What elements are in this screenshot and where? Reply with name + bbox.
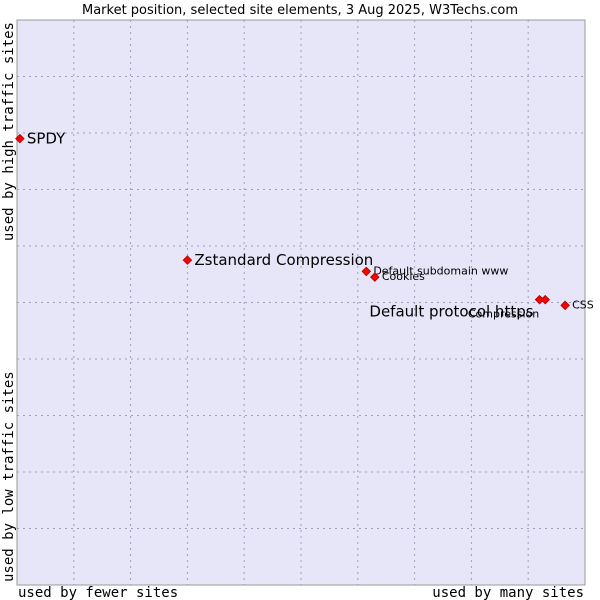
point-marker-5 [540,294,551,305]
y-axis-label-top: used by high traffic sites [1,22,17,241]
y-axis-label-bottom: used by low traffic sites [1,371,17,582]
point-marker-3 [370,272,380,282]
grid-lines [17,20,585,585]
point-label-0: SPDY [27,130,66,148]
x-axis-label-left: used by fewer sites [18,585,178,600]
chart-title: Market position, selected site elements,… [82,3,518,18]
x-axis-label-right: used by many sites [432,585,584,600]
point-marker-1 [182,255,193,265]
point-marker-6 [560,300,570,311]
point-label-5: Compression [468,308,539,321]
point-label-1: Zstandard Compression [194,251,373,269]
point-marker-2 [361,266,372,277]
point-label-3: Cookies [382,270,425,283]
point-label-4: Default protocol https [369,303,533,321]
point-label-6: CSS [572,298,594,311]
point-label-2: Default subdomain www [373,264,508,277]
point-marker-0 [15,133,25,144]
